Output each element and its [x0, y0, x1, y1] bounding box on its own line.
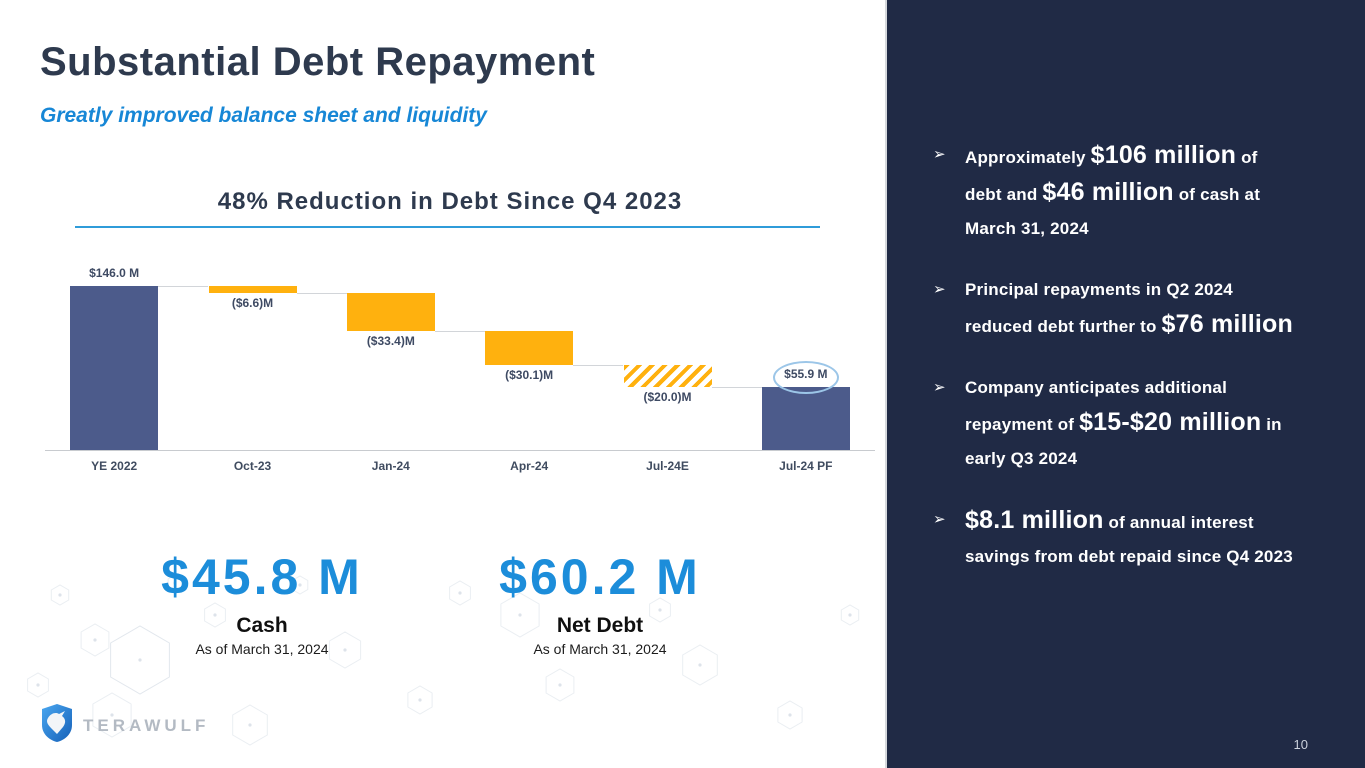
category-label: Oct-23 — [233, 459, 272, 473]
chart-title: 48% Reduction in Debt Since Q4 2023 — [217, 188, 683, 215]
waterfall-bar — [70, 286, 159, 450]
bullet-item: ➢ Company anticipates additional repaymen… — [933, 371, 1327, 476]
highlight-ellipse — [772, 361, 839, 395]
bullet-item: ➢ $8.1 million of annual interest savings… — [933, 503, 1327, 574]
connector-line — [296, 293, 347, 295]
logo-text: TERAWULF — [83, 715, 210, 735]
bullet-arrow-icon: ➢ — [933, 379, 946, 396]
stat-cash-sublabel: As of March 31, 2024 — [195, 641, 329, 657]
page-number: 10 — [1293, 737, 1308, 752]
connector-line — [573, 364, 624, 366]
chart-title-underline — [75, 226, 820, 228]
connector-line — [434, 330, 486, 332]
stat-cash-value: $45.8 M — [161, 549, 363, 605]
bullet-item: ➢ Approximately $106 million of debt and … — [933, 138, 1327, 246]
category-label: Jan-24 — [371, 459, 410, 473]
bullet-text: Principal repayments in Q2 2024 reduced … — [965, 280, 1293, 338]
stat-net-debt-label: Net Debt — [556, 614, 644, 637]
waterfall-bar — [485, 330, 574, 365]
bar-value-label: $146.0 M — [89, 266, 140, 280]
bullet-arrow-icon: ➢ — [933, 511, 946, 528]
bullet-arrow-icon: ➢ — [933, 146, 946, 163]
connector-line — [158, 286, 209, 287]
category-label: YE 2022 — [91, 459, 138, 473]
stat-net-debt: $60.2 M Net Debt As of March 31, 2024 — [430, 548, 770, 657]
bullet-arrow-icon: ➢ — [933, 281, 946, 298]
waterfall-bar — [346, 293, 435, 331]
bullet-text: Approximately $106 million of debt and $… — [965, 141, 1261, 238]
stat-net-debt-sublabel: As of March 31, 2024 — [533, 641, 667, 657]
bar-value-label: ($20.0)M — [643, 390, 692, 405]
bullet-item: ➢ Principal repayments in Q2 2024 reduced… — [933, 273, 1327, 344]
waterfall-bar — [623, 364, 712, 388]
main-content: Substantial Debt Repayment Greatly impro… — [27, 40, 875, 748]
stat-net-debt-value: $60.2 M — [499, 549, 701, 605]
connector-line — [711, 387, 762, 389]
bullet-text: $8.1 million of annual interest savings … — [965, 506, 1293, 566]
page-title: Substantial Debt Repayment — [40, 40, 596, 84]
terawulf-logo: TERAWULF — [40, 703, 209, 748]
stat-cash: $45.8 M Cash As of March 31, 2024 — [92, 548, 432, 657]
sidebar: ➢ Approximately $106 million of debt and … — [885, 0, 1365, 768]
category-label: Apr-24 — [510, 459, 549, 473]
waterfall-chart: $146.0 M YE 2022 ($6.6)M Oct-23 ($33.4)M Jan-… — [45, 240, 875, 480]
bullet-text: Company anticipates additional repayment… — [965, 378, 1282, 468]
bar-value-label: ($33.4)M — [366, 333, 415, 348]
waterfall-bar — [208, 286, 297, 294]
stat-cash-label: Cash — [236, 614, 288, 637]
x-axis-line — [45, 450, 875, 451]
bullet-list: ➢ Approximately $106 million of debt and … — [933, 138, 1327, 574]
bar-value-label: ($30.1)M — [505, 367, 554, 382]
bar-value-label: ($6.6)M — [231, 296, 274, 311]
category-label: Jul-24 PF — [779, 459, 833, 473]
page-subtitle: Greatly improved balance sheet and liqui… — [40, 104, 487, 127]
waterfall-bar — [761, 387, 850, 450]
shield-wolf-icon — [40, 703, 74, 748]
category-label: Jul-24E — [646, 459, 689, 473]
